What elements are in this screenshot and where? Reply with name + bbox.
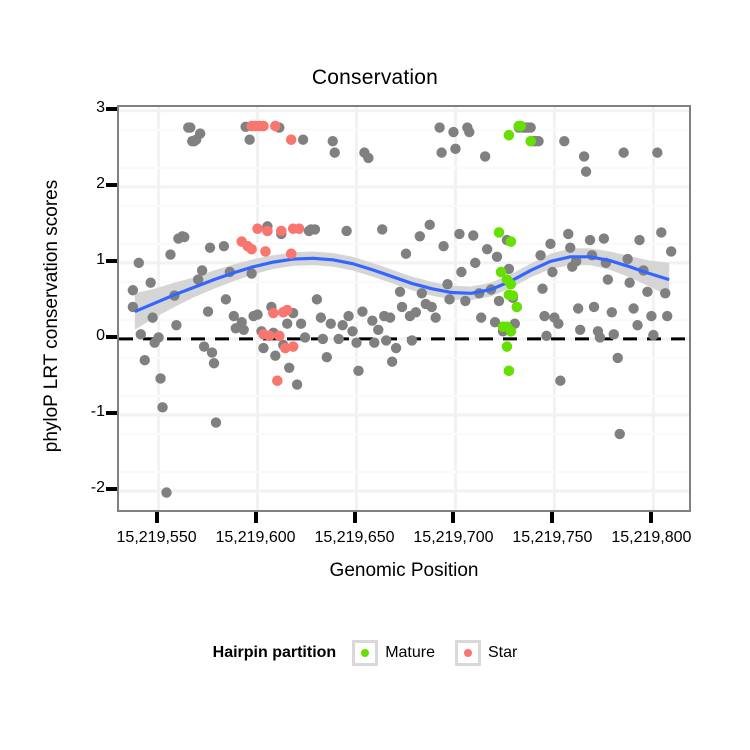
plot-panel: [117, 105, 691, 512]
legend: Hairpin partition Mature Star: [0, 640, 750, 666]
x-tick-mark: [550, 512, 555, 523]
legend-key-inner-mature: [355, 643, 376, 663]
legend-label-star: Star: [488, 644, 518, 661]
plot-canvas: [119, 107, 689, 510]
x-tick-mark: [451, 512, 456, 523]
legend-key-star: [455, 640, 481, 666]
y-axis-ticks: -2 -1 0 1 2 3: [55, 0, 105, 750]
y-tick-mark: [106, 334, 117, 339]
x-tick-mark: [253, 512, 258, 523]
x-axis-title: Genomic Position: [329, 560, 479, 581]
y-tick-label: 2: [96, 174, 105, 192]
chart-title: Conservation: [311, 66, 439, 89]
y-tick-label: 3: [96, 98, 105, 116]
x-tick-mark: [352, 512, 357, 523]
y-tick-mark: [106, 410, 117, 415]
legend-dot-mature: [361, 649, 370, 657]
y-tick-mark: [106, 486, 117, 491]
y-tick-mark: [106, 106, 117, 111]
x-tick-label: 15,219,550: [116, 529, 197, 546]
x-tick-label: 15,219,750: [512, 529, 593, 546]
y-tick-mark: [106, 182, 117, 187]
x-tick-label: 15,219,650: [314, 529, 395, 546]
y-tick-label: -1: [90, 402, 105, 420]
legend-dot-star: [464, 649, 472, 657]
x-tick-mark: [649, 512, 654, 523]
legend-label-mature: Mature: [385, 644, 435, 661]
x-tick-label: 15,219,800: [611, 529, 692, 546]
legend-item-mature[interactable]: Mature: [352, 640, 435, 666]
legend-title: Hairpin partition: [212, 644, 337, 661]
x-tick-label: 15,219,600: [215, 529, 296, 546]
x-tick-label: 15,219,700: [413, 529, 494, 546]
legend-key-inner-star: [458, 643, 478, 663]
x-tick-mark: [154, 512, 159, 523]
legend-key-mature: [352, 640, 379, 666]
y-tick-label: -2: [90, 478, 105, 496]
y-tick-label: 1: [96, 250, 105, 268]
legend-item-star[interactable]: Star: [455, 640, 517, 666]
y-tick-mark: [106, 258, 117, 263]
y-tick-label: 0: [96, 326, 105, 344]
